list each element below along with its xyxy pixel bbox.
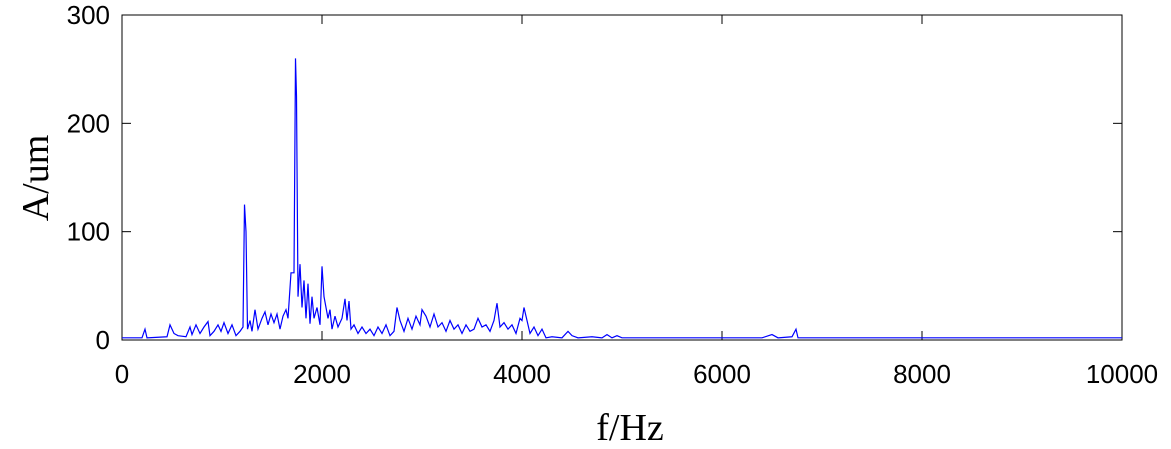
y-tick-label: 100	[67, 217, 110, 247]
x-tick-label: 4000	[493, 359, 551, 389]
x-tick-label: 2000	[293, 359, 351, 389]
x-axis-label: f/Hz	[596, 407, 664, 449]
y-tick-label: 0	[96, 325, 110, 355]
y-axis-label: A/um	[15, 135, 57, 222]
x-tick-label: 6000	[693, 359, 751, 389]
x-tick-label: 8000	[893, 359, 951, 389]
y-tick-label: 300	[67, 0, 110, 30]
y-tick-label: 200	[67, 108, 110, 138]
spectrum-line	[122, 58, 1122, 339]
plot-area	[121, 14, 1123, 341]
x-tick-label: 10000	[1086, 359, 1158, 389]
x-tick-label: 0	[115, 359, 129, 389]
